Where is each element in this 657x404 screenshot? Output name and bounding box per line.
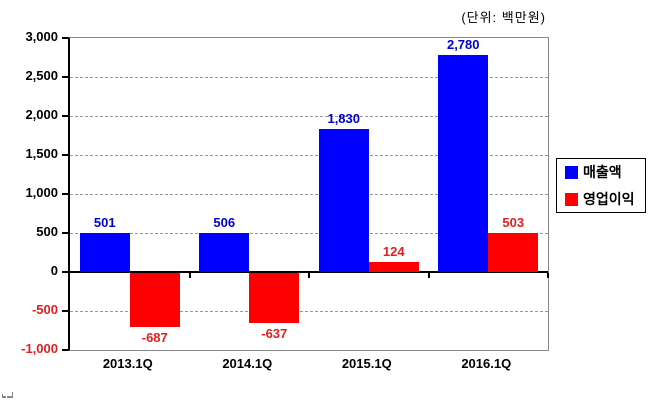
gridline: [70, 115, 548, 117]
x-axis-category-label: 2015.1Q: [341, 356, 392, 371]
plot-area: 501 506 1,830 2,780 -687 -637 124 503: [62, 37, 549, 351]
y-axis-tick: [62, 193, 68, 195]
y-axis-tick: [62, 232, 68, 234]
y-axis-tick-label: 1,000: [25, 185, 58, 200]
operating-profit-value-label: 503: [502, 214, 525, 230]
operating-profit-value-label: -687: [141, 329, 168, 345]
revenue-value-label: 2,780: [446, 37, 480, 53]
legend: 매출액 영업이익: [556, 158, 646, 213]
zero-axis-line: [70, 271, 548, 273]
legend-item-operating-profit: 영업이익: [565, 189, 645, 209]
revenue-bar: [318, 129, 369, 272]
x-axis-tick: [547, 273, 549, 278]
revenue-value-label: 1,830: [327, 111, 361, 127]
y-axis-tick-label: 500: [36, 224, 58, 239]
x-axis-labels: 2013.1Q 2014.1Q 2015.1Q 2016.1Q: [68, 356, 546, 376]
revenue-bar: [79, 232, 130, 272]
y-axis-tick: [62, 115, 68, 117]
legend-label-operating-profit: 영업이익: [583, 191, 635, 207]
revenue-value-label: 506: [213, 214, 236, 230]
gridline: [70, 193, 548, 195]
y-axis-labels: 3,000 2,500 2,000 1,500 1,000 500 0 -500 -1,000: [0, 29, 58, 356]
revenue-bar: [199, 232, 250, 272]
gridline: [70, 310, 548, 312]
y-axis-tick-label: -500: [31, 302, 58, 317]
operating-profit-value-label: -637: [261, 325, 288, 341]
y-axis-tick: [62, 349, 68, 351]
y-axis-tick-label: 3,000: [25, 29, 58, 44]
gridline: [70, 154, 548, 156]
x-axis-tick: [308, 273, 310, 278]
x-axis-category-label: 2016.1Q: [461, 356, 512, 371]
x-axis-tick: [188, 273, 191, 278]
operating-profit-swatch-icon: [565, 192, 578, 206]
operating-profit-bar: [368, 262, 419, 272]
y-axis-tick-label: 1,500: [25, 146, 58, 161]
corner-artifact: [2, 392, 14, 398]
legend-label-revenue: 매출액: [583, 164, 622, 180]
operating-profit-bar: [249, 273, 300, 323]
y-axis-tick-label: 2,500: [25, 68, 58, 83]
x-axis-category-label: 2013.1Q: [102, 356, 153, 371]
revenue-bar: [438, 55, 489, 272]
y-axis-tick: [62, 37, 68, 39]
y-axis-tick-label: -1,000: [21, 341, 58, 356]
x-axis-tick: [427, 273, 430, 278]
operating-profit-bar: [129, 273, 180, 327]
unit-label: (단위: 백만원): [461, 10, 546, 25]
y-axis-tick: [62, 154, 68, 156]
y-axis-tick: [62, 271, 68, 273]
gridline: [70, 76, 548, 78]
revenue-value-label: 501: [93, 214, 116, 230]
operating-profit-bar: [488, 232, 539, 272]
legend-item-revenue: 매출액: [565, 162, 645, 182]
y-axis-tick-label: 2,000: [25, 107, 58, 122]
gridline: [70, 232, 548, 234]
revenue-swatch-icon: [565, 165, 578, 179]
x-axis-category-label: 2014.1Q: [222, 356, 273, 371]
operating-profit-value-label: 124: [382, 244, 405, 260]
y-axis-tick-label: 0: [50, 263, 58, 278]
y-axis-tick: [62, 310, 68, 312]
y-axis-tick: [62, 76, 68, 78]
